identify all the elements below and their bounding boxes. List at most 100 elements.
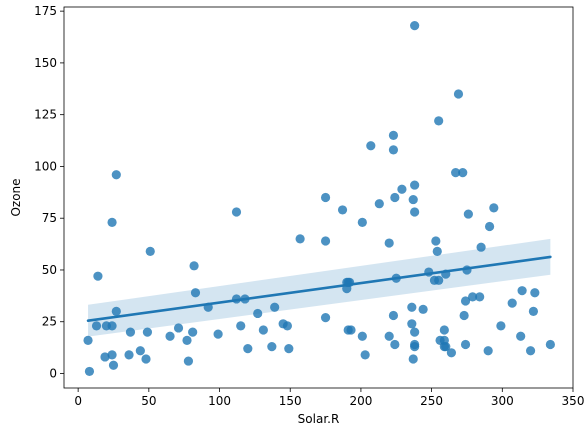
data-point <box>111 306 121 316</box>
y-tick-label: 75 <box>42 211 57 225</box>
data-point <box>517 286 527 296</box>
data-point <box>484 221 495 232</box>
data-point <box>360 350 370 360</box>
data-point <box>337 205 348 215</box>
data-point <box>468 292 478 302</box>
plot-frame <box>63 6 574 389</box>
data-point <box>410 327 420 337</box>
data-point <box>231 207 242 217</box>
data-point <box>243 344 253 354</box>
data-point <box>188 327 198 337</box>
x-tick-label: 50 <box>141 394 156 408</box>
data-point <box>384 238 394 248</box>
x-tick-label: 150 <box>279 394 302 408</box>
data-point <box>410 21 420 31</box>
y-tick-label: 100 <box>34 159 57 173</box>
data-point <box>346 325 356 335</box>
plot-area <box>83 21 555 377</box>
data-point <box>83 335 93 345</box>
data-point <box>142 327 153 337</box>
data-point <box>374 199 384 209</box>
data-point <box>141 354 151 364</box>
data-point <box>107 217 117 227</box>
data-point <box>253 308 263 319</box>
regression-line <box>86 255 552 323</box>
data-point <box>388 130 399 140</box>
data-point <box>366 141 376 151</box>
data-point <box>388 145 399 155</box>
data-point <box>320 236 331 246</box>
data-point <box>135 346 145 356</box>
data-point <box>93 271 103 281</box>
x-tick-label: 350 <box>562 394 584 408</box>
data-point <box>284 344 294 354</box>
data-point <box>278 319 288 329</box>
data-point <box>388 310 399 321</box>
y-tick-label: 175 <box>34 4 57 18</box>
data-point <box>458 168 468 178</box>
x-tick-label: 200 <box>349 394 372 408</box>
data-point <box>182 335 192 345</box>
data-point <box>357 217 367 227</box>
y-tick-label: 50 <box>42 263 57 277</box>
data-point <box>173 323 184 333</box>
x-tick-label: 300 <box>491 394 514 408</box>
data-point <box>407 302 417 312</box>
data-point <box>357 331 367 341</box>
data-point <box>84 366 95 377</box>
data-point <box>528 306 539 316</box>
data-point <box>258 325 268 335</box>
data-point <box>145 246 155 256</box>
data-point <box>439 325 449 335</box>
data-point <box>165 331 175 341</box>
data-point <box>107 350 117 360</box>
data-point <box>213 329 223 339</box>
data-point <box>295 234 305 244</box>
data-point <box>390 339 400 350</box>
data-point <box>475 292 485 302</box>
data-point <box>320 192 331 203</box>
data-point <box>407 319 417 329</box>
data-point <box>397 184 407 194</box>
data-point <box>410 339 420 350</box>
x-tick-label: 250 <box>420 394 443 408</box>
data-point <box>453 89 464 99</box>
y-tick-label: 150 <box>34 56 57 70</box>
data-point <box>410 180 420 190</box>
data-point <box>476 242 486 252</box>
data-point <box>507 298 517 308</box>
data-point <box>446 348 457 358</box>
data-point <box>183 356 194 366</box>
data-point <box>483 346 493 356</box>
data-point <box>525 346 536 356</box>
data-point <box>270 302 280 312</box>
data-point <box>107 321 117 331</box>
data-point <box>125 327 136 337</box>
data-point <box>516 331 526 341</box>
y-axis-label: Ozone <box>9 178 23 216</box>
data-point <box>434 116 444 126</box>
data-point <box>189 261 199 271</box>
data-point <box>124 350 134 360</box>
data-point <box>390 192 400 203</box>
data-point <box>460 339 471 350</box>
data-point <box>459 310 469 321</box>
data-point <box>320 313 331 323</box>
data-point <box>460 296 471 306</box>
data-point <box>496 321 506 331</box>
data-point <box>108 360 119 370</box>
data-point <box>530 288 540 298</box>
x-axis-label: Solar.R <box>298 412 340 426</box>
x-tick-label: 100 <box>208 394 231 408</box>
data-point <box>267 341 277 352</box>
data-point <box>410 207 420 217</box>
data-point <box>545 339 555 350</box>
y-tick-label: 125 <box>34 108 57 122</box>
data-point <box>111 170 121 180</box>
data-point <box>408 194 418 205</box>
data-point <box>431 236 441 246</box>
data-point <box>236 321 246 331</box>
data-point <box>451 168 461 178</box>
data-point <box>489 203 499 213</box>
